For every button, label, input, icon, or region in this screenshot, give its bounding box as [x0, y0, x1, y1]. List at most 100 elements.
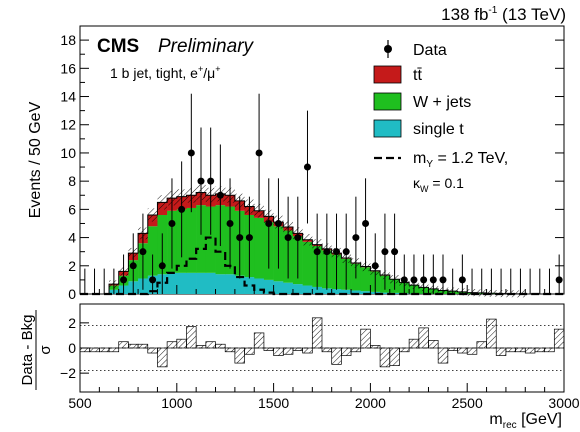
y-axis-title-top: Events / 50 GeV — [27, 101, 44, 218]
pull-bar — [244, 347, 255, 355]
total-background-outline — [80, 191, 564, 295]
bar-wjets — [196, 205, 207, 273]
bar-singlet — [283, 282, 294, 294]
bar-singlet — [225, 274, 236, 294]
pull-bar — [186, 326, 197, 349]
pull-bar — [447, 347, 458, 351]
data-point — [139, 248, 147, 256]
bar-wjets — [302, 241, 313, 286]
pull-bar — [282, 347, 294, 355]
bar-wjets — [147, 226, 158, 276]
legend-singlet-swatch — [373, 119, 402, 138]
data-point — [265, 219, 273, 227]
data-point — [216, 191, 224, 199]
pull-bar — [166, 341, 178, 349]
bar-singlet — [351, 290, 362, 294]
data-point — [158, 262, 166, 270]
pull-bar — [224, 347, 236, 353]
x-tick-label: 3000 — [548, 395, 579, 411]
y-tick-label-top: 4 — [68, 230, 76, 246]
legend-wjets-label: W + jets — [413, 94, 471, 111]
pull-bar — [534, 347, 545, 353]
y-tick-label-top: 2 — [68, 258, 76, 274]
data-point — [284, 234, 292, 242]
data-point — [187, 149, 195, 157]
data-point — [555, 276, 563, 284]
pull-bar — [292, 347, 303, 351]
data-point — [439, 276, 447, 284]
legend-signal-label-line2: κW = 0.1 — [413, 175, 464, 194]
data-point — [420, 276, 428, 284]
pull-bar — [553, 328, 565, 349]
data-point — [303, 163, 311, 171]
pull-bar — [253, 332, 265, 349]
data-point — [120, 276, 128, 284]
pull-bar — [515, 347, 526, 353]
upper-plot-area — [80, 93, 564, 298]
pull-bar — [89, 347, 100, 353]
x-tick-label: 2000 — [355, 395, 386, 411]
data-point — [245, 234, 253, 242]
bar-singlet — [360, 291, 371, 294]
data-point — [362, 219, 370, 227]
legend-data-label: Data — [413, 42, 447, 59]
x-tick-label: 1500 — [258, 395, 289, 411]
pull-bar — [311, 317, 323, 349]
data-point — [458, 276, 466, 284]
pull-bar — [476, 341, 487, 349]
y-axis-title-bottom-numerator: Data - Bkg — [19, 315, 36, 386]
pull-bar — [321, 347, 333, 353]
pull-bar — [137, 343, 149, 349]
data-point — [313, 248, 321, 256]
bar-singlet — [380, 292, 391, 294]
pull-bar — [99, 347, 110, 353]
y-axis-title-bottom-denominator: σ — [37, 345, 54, 355]
bar-singlet — [244, 277, 255, 294]
legend-ttbar-swatch — [373, 65, 402, 84]
pull-bar — [466, 347, 478, 355]
pull-bar — [370, 345, 381, 349]
pull-bar — [157, 347, 168, 368]
y-axis-title-bottom: Data - Bkg σ — [19, 310, 54, 390]
bar-singlet — [196, 272, 207, 294]
pull-bar — [418, 327, 429, 349]
data-point — [371, 262, 379, 270]
y-tick-label-top: 0 — [68, 286, 76, 302]
pull-bar — [399, 347, 410, 353]
preliminary-label: Preliminary — [158, 36, 255, 57]
pull-bar — [195, 345, 207, 349]
pull-bar — [350, 347, 362, 353]
y-tick-label-top: 16 — [60, 60, 76, 76]
pull-bar — [505, 347, 516, 353]
bar-singlet — [302, 285, 313, 294]
pull-bar — [457, 347, 468, 354]
data-point — [391, 248, 399, 256]
data-point — [255, 149, 263, 157]
data-point — [149, 276, 157, 284]
pull-bar — [302, 347, 313, 354]
data-point — [352, 234, 360, 242]
y-tick-label-top: 18 — [60, 32, 76, 48]
legend-singlet-label: single t — [413, 121, 464, 138]
data-point — [342, 248, 350, 256]
pull-bar — [128, 343, 139, 349]
bar-singlet — [176, 272, 187, 294]
pull-bar — [118, 341, 129, 349]
data-point — [323, 248, 331, 256]
bar-singlet — [167, 272, 178, 294]
x-tick-label: 2500 — [452, 395, 483, 411]
pull-bar — [205, 341, 216, 349]
bar-singlet — [312, 286, 323, 294]
bar-singlet — [263, 279, 274, 294]
legend: Data tt̄ W + jets single t mY = 1.2 TeV,… — [373, 40, 508, 194]
x-tick-label: 1000 — [161, 395, 192, 411]
legend-signal-label-line1: mY = 1.2 TeV, — [413, 150, 508, 170]
data-point — [381, 248, 389, 256]
pull-bar — [495, 347, 507, 356]
lower-plot-area — [79, 317, 565, 372]
legend-data-marker — [384, 40, 392, 58]
data-point — [274, 219, 282, 227]
data-point — [294, 234, 302, 242]
